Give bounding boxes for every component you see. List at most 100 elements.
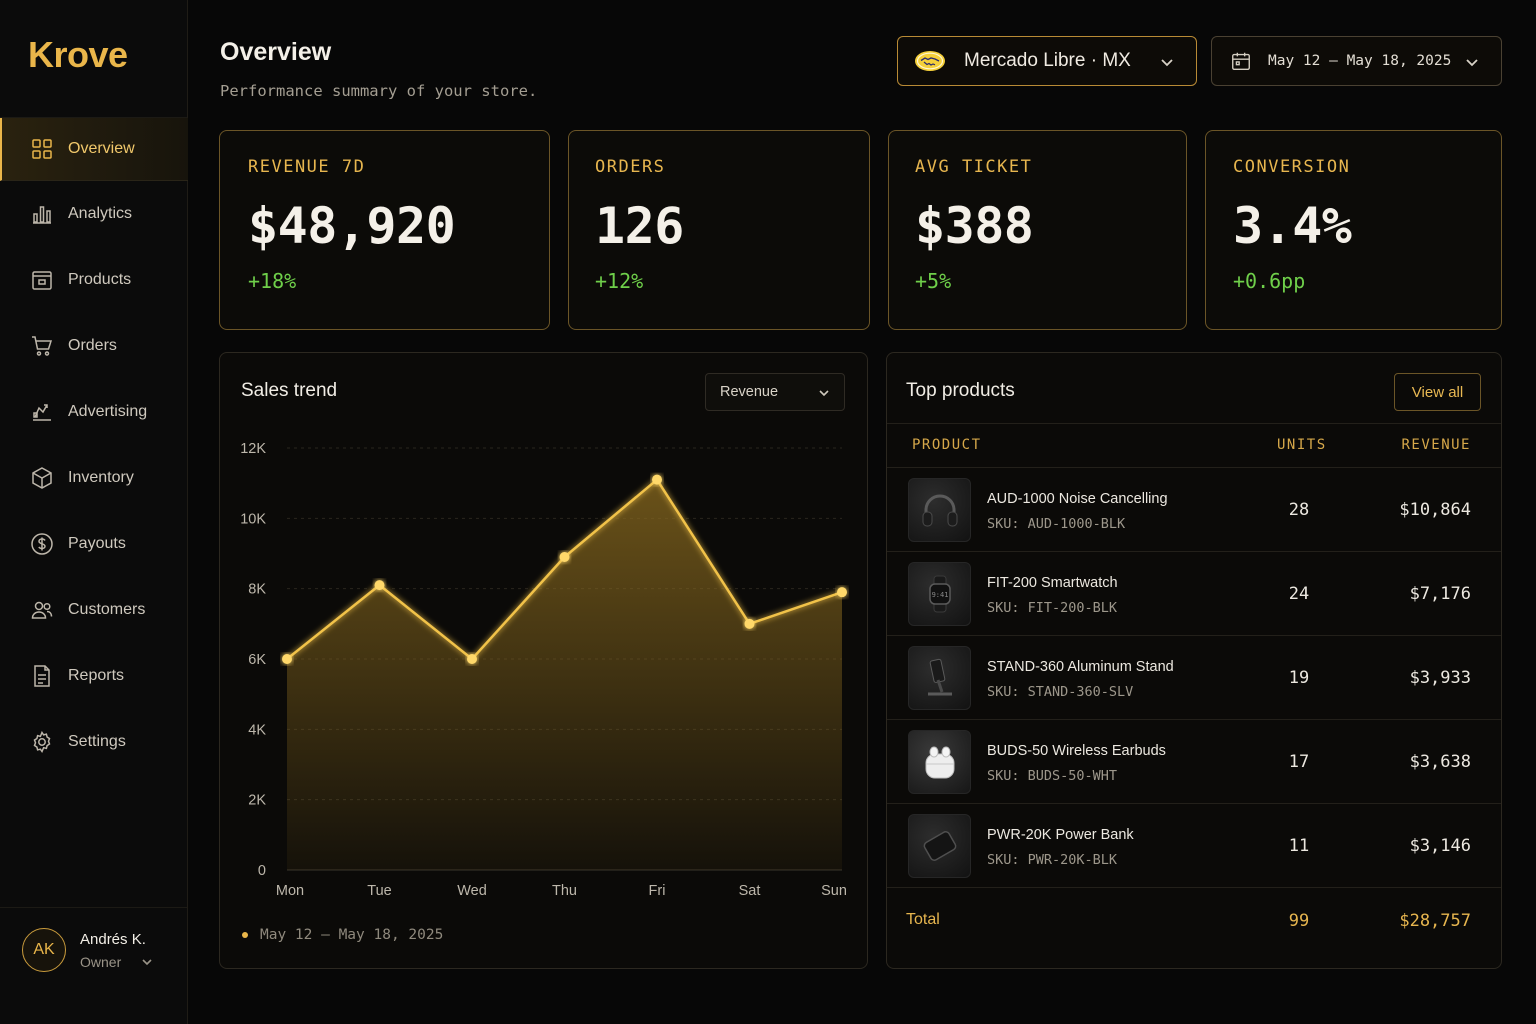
app-logo[interactable]: Krove	[28, 34, 128, 75]
product-revenue: $3,933	[1409, 668, 1471, 688]
sidebar-item-label: Orders	[68, 337, 117, 354]
legend-label: May 12 – May 18, 2025	[260, 927, 444, 943]
product-sku: SKU: BUDS-50-WHT	[987, 768, 1118, 784]
kpi-delta: +5%	[915, 269, 952, 293]
product-name: AUD-1000 Noise Cancelling	[987, 491, 1168, 507]
data-point	[467, 654, 477, 664]
cart-icon	[32, 336, 53, 356]
users-icon	[31, 601, 53, 619]
total-revenue: $28,757	[1399, 911, 1471, 931]
date-range-selector[interactable]: May 12 – May 18, 2025	[1211, 36, 1502, 86]
metric-dropdown[interactable]: Revenue	[705, 373, 845, 411]
product-thumbnail: 9:41	[908, 562, 971, 626]
column-header-revenue[interactable]: REVENUE	[1401, 437, 1471, 453]
smartwatch-icon: 9:41	[928, 575, 951, 613]
product-revenue: $10,864	[1399, 500, 1471, 520]
view-all-button[interactable]: View all	[1394, 373, 1481, 411]
sidebar-item-payouts[interactable]: Payouts	[0, 511, 188, 577]
product-revenue: $3,146	[1409, 836, 1471, 856]
y-tick-label: 2K	[248, 793, 266, 809]
divider	[0, 117, 187, 118]
calendar-icon	[1232, 52, 1250, 70]
phone-stand-icon	[927, 658, 952, 696]
user-name: Andrés K.	[80, 930, 146, 948]
sidebar-item-orders[interactable]: Orders	[0, 313, 188, 379]
sidebar-item-settings[interactable]: Settings	[0, 709, 188, 775]
sidebar-item-overview[interactable]: Overview	[0, 118, 188, 181]
grid-icon	[32, 139, 52, 159]
total-units: 99	[1288, 911, 1310, 931]
kpi-card-avg-ticket[interactable]: AVG TICKET $388 +5%	[888, 130, 1187, 330]
kpi-card-orders[interactable]: ORDERS 126 +12%	[568, 130, 870, 330]
table-row[interactable]: BUDS-50 Wireless Earbuds SKU: BUDS-50-WH…	[887, 720, 1501, 804]
marketplace-label: Mercado Libre · MX	[964, 50, 1131, 71]
sidebar-item-label: Advertising	[68, 403, 148, 420]
divider	[887, 719, 1501, 720]
power-bank-icon	[923, 831, 956, 861]
marketplace-selector[interactable]: Mercado Libre · MX	[897, 36, 1197, 86]
product-units: 24	[1288, 584, 1310, 604]
x-tick-label: Sun	[821, 883, 847, 899]
data-point	[744, 618, 755, 629]
kpi-label: ORDERS	[595, 157, 666, 177]
product-sku: SKU: STAND-360-SLV	[987, 684, 1134, 700]
data-point	[559, 552, 570, 563]
sidebar-item-label: Inventory	[68, 469, 134, 486]
top-products-panel: Top products View all PRODUCT UNITS REVE…	[886, 352, 1502, 969]
chart-legend: May 12 – May 18, 2025	[242, 927, 443, 943]
divider	[887, 467, 1501, 468]
page-title: Overview	[220, 38, 332, 66]
kpi-label: REVENUE 7D	[248, 157, 366, 177]
table-row[interactable]: AUD-1000 Noise Cancelling SKU: AUD-1000-…	[887, 468, 1501, 552]
gear-icon	[33, 730, 51, 754]
column-header-product[interactable]: PRODUCT	[912, 437, 982, 453]
product-thumbnail	[908, 730, 971, 794]
x-tick-label: Sat	[739, 883, 761, 899]
kpi-delta: +0.6pp	[1233, 269, 1306, 293]
svg-text:9:41: 9:41	[931, 591, 948, 599]
kpi-delta: +12%	[595, 269, 644, 293]
y-tick-label: 8K	[248, 582, 266, 598]
product-thumbnail	[908, 814, 971, 878]
user-menu[interactable]: AK Andrés K. Owner	[22, 928, 153, 972]
kpi-card-conversion[interactable]: CONVERSION 3.4% +0.6pp	[1205, 130, 1502, 330]
kpi-value: $48,920	[248, 197, 456, 255]
sidebar-item-advertising[interactable]: Advertising	[0, 379, 188, 445]
kpi-delta: +18%	[248, 269, 297, 293]
sidebar-item-inventory[interactable]: Inventory	[0, 445, 188, 511]
kpi-card-revenue[interactable]: REVENUE 7D $48,920 +18%	[219, 130, 550, 330]
sidebar-item-reports[interactable]: Reports	[0, 643, 188, 709]
avatar: AK	[22, 928, 66, 972]
product-sku: SKU: PWR-20K-BLK	[987, 852, 1118, 868]
divider	[887, 551, 1501, 552]
chevron-down-icon	[1466, 59, 1478, 67]
y-tick-label: 0	[258, 863, 266, 879]
data-point	[652, 474, 662, 485]
table-row[interactable]: STAND-360 Aluminum Stand SKU: STAND-360-…	[887, 636, 1501, 720]
kpi-value: 126	[595, 197, 684, 255]
series-area	[287, 479, 842, 870]
product-name: BUDS-50 Wireless Earbuds	[987, 743, 1166, 759]
chevron-down-icon	[142, 958, 152, 965]
sidebar-item-analytics[interactable]: Analytics	[0, 181, 188, 247]
data-point	[282, 654, 292, 664]
sidebar-item-customers[interactable]: Customers	[0, 577, 188, 643]
product-units: 17	[1288, 752, 1310, 772]
product-name: FIT-200 Smartwatch	[987, 575, 1118, 591]
product-sku: SKU: AUD-1000-BLK	[987, 516, 1126, 532]
divider	[887, 635, 1501, 636]
sidebar: Krove Overview Analytics Products Orders…	[0, 0, 188, 1024]
sidebar-item-products[interactable]: Products	[0, 247, 188, 313]
sidebar-item-label: Reports	[68, 667, 125, 684]
date-range-label: May 12 – May 18, 2025	[1268, 53, 1452, 69]
table-row[interactable]: PWR-20K Power Bank SKU: PWR-20K-BLK 11 $…	[887, 804, 1501, 888]
metric-label: Revenue	[720, 384, 779, 400]
sidebar-item-label: Customers	[68, 601, 146, 618]
x-tick-label: Thu	[552, 883, 577, 899]
document-icon	[34, 665, 50, 687]
column-header-units[interactable]: UNITS	[1277, 437, 1327, 453]
table-row[interactable]: 9:41 FIT-200 Smartwatch SKU: FIT-200-BLK…	[887, 552, 1501, 636]
user-role: Owner	[80, 953, 122, 970]
product-thumbnail	[908, 646, 971, 710]
product-units: 19	[1288, 668, 1310, 688]
